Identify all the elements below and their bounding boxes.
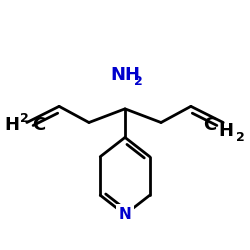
Text: NH: NH [110, 66, 140, 84]
Text: 2: 2 [20, 112, 29, 125]
Text: N: N [119, 207, 132, 222]
Text: 2: 2 [134, 75, 143, 88]
Text: C: C [203, 116, 216, 134]
Text: C: C [32, 116, 46, 134]
Text: 2: 2 [236, 131, 244, 144]
Text: H: H [4, 116, 20, 134]
Text: H: H [218, 122, 233, 140]
